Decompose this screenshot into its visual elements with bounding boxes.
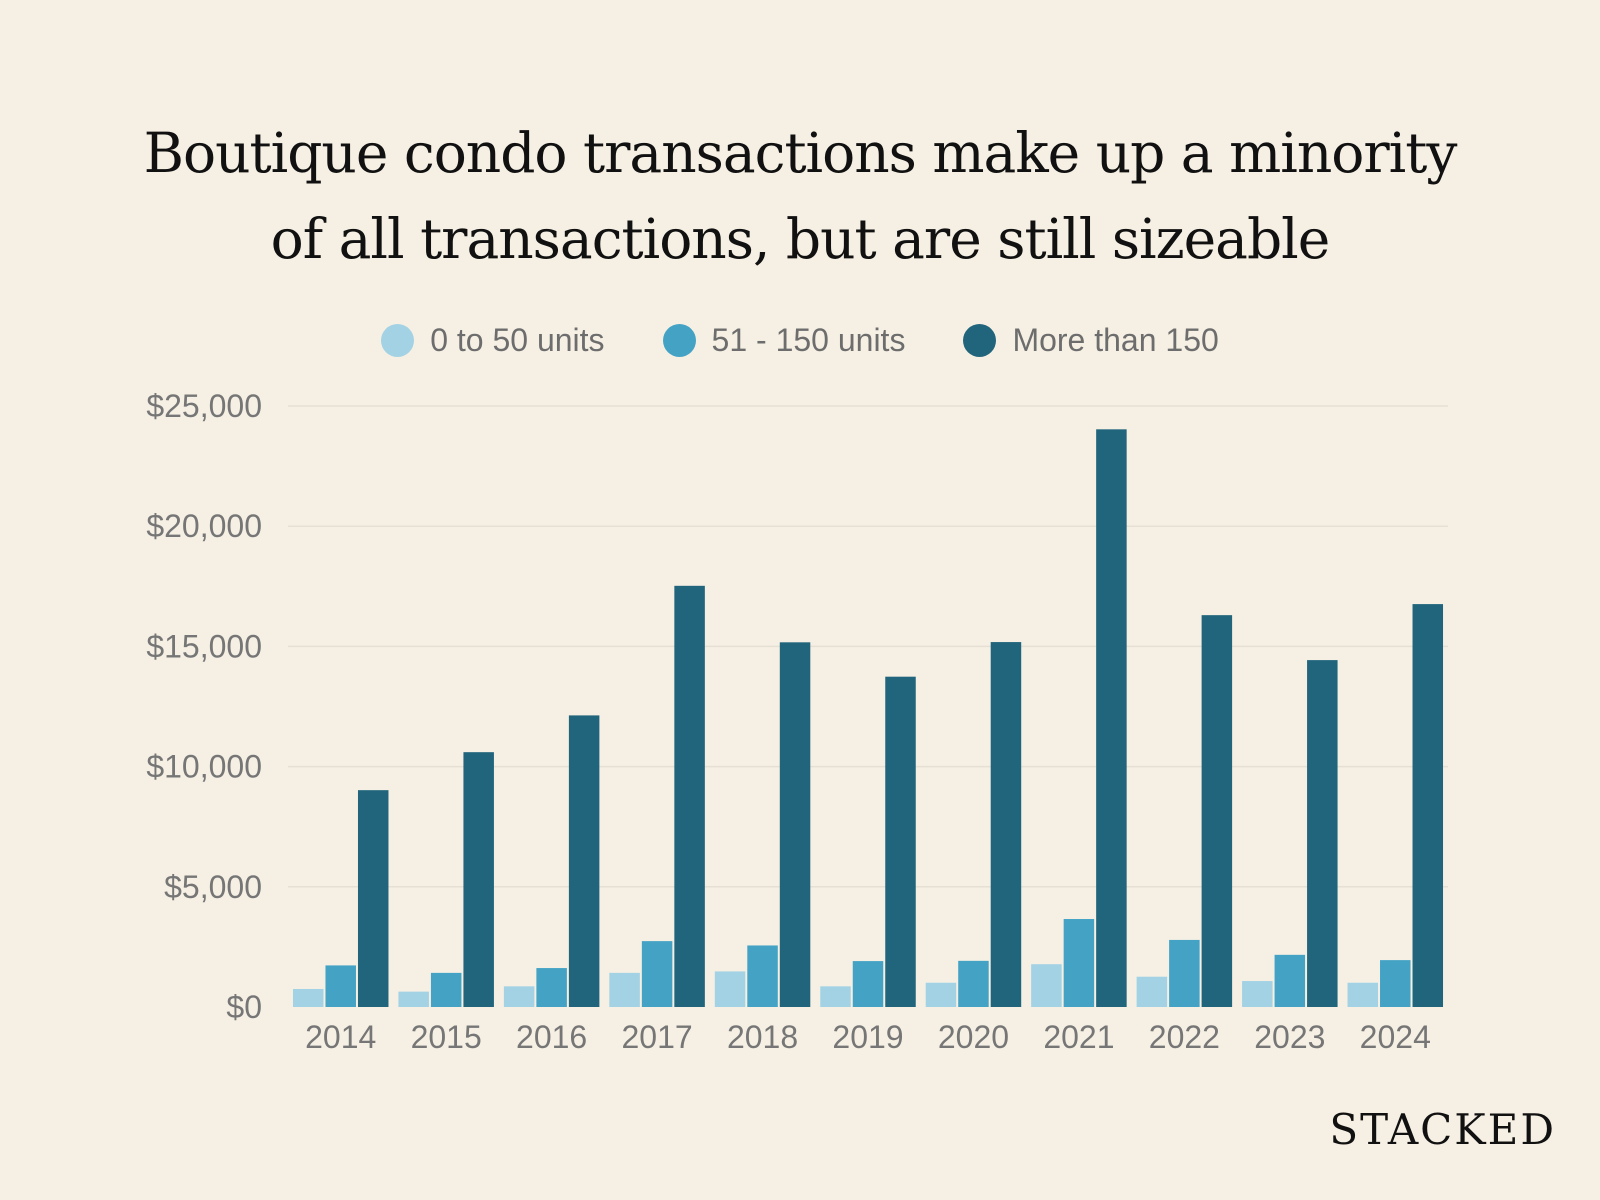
bar-51-150-units-2017 [641,941,673,1007]
bar-0-to-50-units-2024 [1347,982,1379,1007]
bar-more-than-150-2015 [463,752,494,1007]
bar-51-150-units-2015 [430,972,462,1007]
bar-51-150-units-2019 [852,961,884,1007]
legend-label-more-than-150: More than 150 [1012,322,1219,358]
bar-0-to-50-units-2015 [398,991,429,1007]
bar-0-to-50-units-2019 [820,986,851,1007]
x-tick-label-2023: 2023 [1254,1019,1325,1055]
bar-51-150-units-2018 [747,945,778,1007]
legend-label-0-to-50: 0 to 50 units [430,322,605,358]
bar-more-than-150-2017 [674,585,705,1007]
x-tick-label-2018: 2018 [727,1019,798,1055]
bar-0-to-50-units-2016 [503,986,535,1007]
bar-51-150-units-2023 [1274,954,1306,1007]
chart-legend: 0 to 50 units 51 - 150 units More than 1… [0,322,1600,359]
chart-title-line-2: of all transactions, but are still sizea… [270,207,1331,271]
y-tick-label: $0 [226,989,262,1025]
x-tick-label-2020: 2020 [938,1019,1009,1055]
y-tick-label: $5,000 [164,869,262,905]
bar-more-than-150-2018 [779,642,811,1007]
y-tick-label: $10,000 [146,749,262,785]
x-tick-label-2024: 2024 [1360,1019,1431,1055]
bar-51-150-units-2021 [1063,919,1095,1007]
x-tick-label-2022: 2022 [1149,1019,1220,1055]
chart-title-line-1: Boutique condo transactions make up a mi… [143,121,1458,185]
brand-logo-text: STACKED [1329,1105,1556,1154]
bar-51-150-units-2016 [536,968,567,1007]
bar-51-150-units-2014 [325,965,356,1007]
bar-0-to-50-units-2021 [1031,964,1062,1007]
bar-51-150-units-2024 [1380,960,1411,1007]
x-tick-label-2021: 2021 [1043,1019,1114,1055]
bar-more-than-150-2024 [1412,604,1444,1007]
legend-label-51-to-150: 51 - 150 units [711,322,906,358]
bar-more-than-150-2020 [990,642,1022,1007]
bar-51-150-units-2022 [1169,939,1200,1007]
y-tick-label: $25,000 [146,388,262,424]
x-tick-label-2014: 2014 [305,1019,376,1055]
bar-0-to-50-units-2023 [1242,981,1273,1007]
legend-item-51-to-150: 51 - 150 units [662,322,906,359]
bar-more-than-150-2021 [1096,429,1127,1007]
bar-0-to-50-units-2018 [714,971,746,1007]
legend-swatch-0-to-50 [381,324,415,357]
bar-0-to-50-units-2014 [292,988,324,1007]
bar-more-than-150-2016 [568,715,600,1007]
x-tick-label-2015: 2015 [411,1019,482,1055]
legend-item-more-than-150: More than 150 [963,322,1219,359]
bar-0-to-50-units-2020 [925,982,957,1007]
bar-51-150-units-2020 [958,960,989,1007]
y-tick-label: $15,000 [146,628,262,664]
bar-more-than-150-2022 [1201,615,1233,1007]
legend-swatch-51-to-150 [662,324,696,357]
bar-more-than-150-2014 [357,790,389,1007]
x-tick-label-2017: 2017 [621,1019,692,1055]
bar-0-to-50-units-2017 [609,972,640,1007]
y-tick-label: $20,000 [146,508,262,544]
legend-item-0-to-50: 0 to 50 units [381,322,605,359]
x-tick-label-2019: 2019 [832,1019,903,1055]
bar-more-than-150-2019 [885,676,916,1007]
x-tick-label-2016: 2016 [516,1019,587,1055]
legend-swatch-more-than-150 [963,324,997,357]
bar-0-to-50-units-2022 [1136,976,1168,1007]
bar-more-than-150-2023 [1307,660,1338,1007]
